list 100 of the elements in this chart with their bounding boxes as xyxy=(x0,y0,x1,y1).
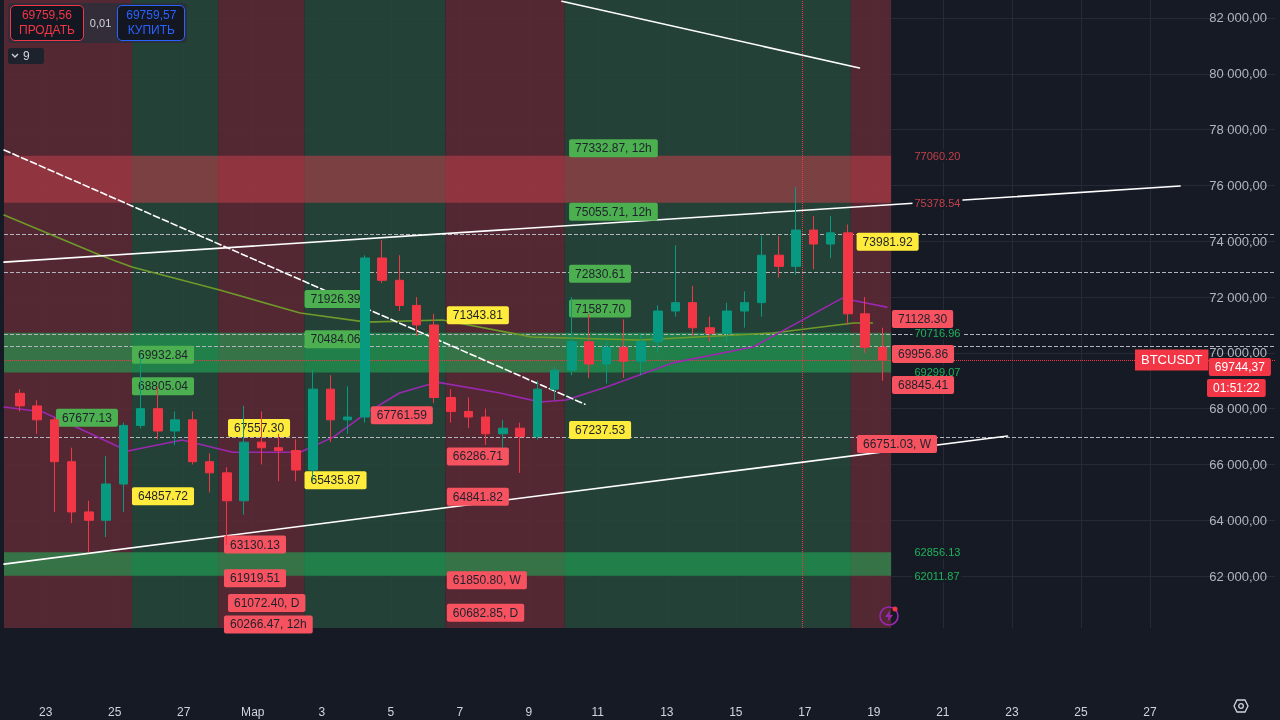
candlestick xyxy=(757,235,766,318)
y-tick-label: 82 000,00 xyxy=(1209,10,1267,26)
annotation: 60266.47, 12h xyxy=(229,617,307,632)
annotation: 67237.53 xyxy=(575,422,626,437)
annotation: 0,01 xyxy=(89,17,112,29)
y-tick-label: 80 000,00 xyxy=(1209,66,1267,82)
annotation: 67677.13 xyxy=(61,410,113,425)
y-tick-label: 62 000,00 xyxy=(1209,568,1267,584)
annotation: 71128.30 xyxy=(898,312,948,326)
candlestick xyxy=(550,366,559,401)
annotation: 62856.13 xyxy=(914,546,961,559)
candlestick xyxy=(533,380,542,440)
candlestick xyxy=(774,235,784,279)
candlestick xyxy=(32,399,42,435)
candlestick xyxy=(636,332,646,376)
candlestick xyxy=(101,455,111,538)
candlestick xyxy=(809,215,818,270)
annotation: 71587.70 xyxy=(575,301,626,316)
candlestick xyxy=(498,419,508,449)
candlestick xyxy=(705,316,715,343)
y-tick-label: 78 000,00 xyxy=(1209,122,1267,138)
annotation: 66286.71 xyxy=(452,449,504,464)
candlestick xyxy=(188,410,197,465)
x-tick-label: 15 xyxy=(729,705,743,719)
annotation: 71343.81 xyxy=(452,308,504,323)
candlestick xyxy=(119,422,128,513)
annotation: 69759,57 xyxy=(126,8,177,23)
annotation: КУПИТЬ xyxy=(126,23,176,38)
annotation: 75378.54 xyxy=(914,196,961,209)
x-tick-label: 21 xyxy=(936,705,950,719)
x-tick-label: 27 xyxy=(1143,705,1157,719)
annotation: 62011.87 xyxy=(914,569,960,582)
ref-line-label: BTCUSDT xyxy=(1141,352,1203,368)
y-tick-label: 70 000,00 xyxy=(1209,345,1267,361)
annotation: 70716.96 xyxy=(914,326,961,339)
annotation: 68805.04 xyxy=(137,379,189,394)
annotation: 60682.85, D xyxy=(452,605,519,620)
candlestick xyxy=(360,254,370,424)
annotation: 69299.07 xyxy=(914,366,961,379)
y-tick-label: 72 000,00 xyxy=(1209,289,1267,305)
x-tick-label: 7 xyxy=(456,705,464,719)
candlestick xyxy=(412,296,421,337)
y-tick-label: 66 000,00 xyxy=(1209,456,1267,472)
annotation: 69932.84 xyxy=(137,347,189,362)
annotation: 69744,37 xyxy=(1214,359,1266,374)
candlestick xyxy=(326,374,335,443)
annotation: 69956.86 xyxy=(898,347,949,361)
x-tick-label: 25 xyxy=(108,705,122,719)
y-tick-label: 74 000,00 xyxy=(1209,233,1267,249)
candlestick xyxy=(481,408,490,446)
x-tick-label: 5 xyxy=(387,705,395,719)
annotation: 65435.87 xyxy=(310,473,361,488)
candlestick xyxy=(205,452,214,493)
candlestick xyxy=(671,244,680,318)
candlestick xyxy=(446,388,456,424)
x-tick-label: Мар xyxy=(240,705,265,719)
candlestick xyxy=(515,422,525,474)
annotation: 77060.20 xyxy=(914,149,961,162)
x-tick-label: 19 xyxy=(867,705,881,719)
y-tick-label: 64 000,00 xyxy=(1209,512,1267,528)
y-tick-label: 68 000,00 xyxy=(1209,401,1267,417)
annotation: 67761.59 xyxy=(376,408,428,423)
annotation: 71926.39 xyxy=(310,292,361,307)
annotation: 69759,56 xyxy=(20,8,73,23)
candlestick xyxy=(791,186,801,276)
candlestick xyxy=(84,500,94,553)
candlestick xyxy=(395,254,404,312)
annotation: 61919.51 xyxy=(229,571,281,586)
candlestick xyxy=(740,290,749,329)
candlestick xyxy=(843,224,853,326)
x-tick-label: 17 xyxy=(798,705,812,719)
candlestick xyxy=(602,341,611,385)
annotation: 68845.41 xyxy=(898,378,949,392)
candlestick xyxy=(222,466,232,546)
x-tick-label: 25 xyxy=(1074,705,1088,719)
candlestick xyxy=(464,397,473,429)
candlestick xyxy=(688,285,697,337)
annotation: ПРОДАТЬ xyxy=(19,23,75,38)
annotation: 70484.06 xyxy=(310,332,361,347)
candlestick xyxy=(860,296,870,354)
x-tick-label: 11 xyxy=(591,705,605,719)
annotation: 61072.40, D xyxy=(234,596,300,610)
candlestick xyxy=(50,416,59,513)
annotation: 9 xyxy=(23,49,30,63)
candlestick xyxy=(377,239,387,284)
x-tick-label: 3 xyxy=(318,705,326,719)
annotation: 64857.72 xyxy=(137,489,189,504)
annotation: 72830.61 xyxy=(575,266,626,281)
annotation: 61850.80, W xyxy=(452,573,522,588)
candlestick xyxy=(291,438,301,482)
annotation: 64841.82 xyxy=(452,489,504,504)
x-tick-label: 23 xyxy=(1005,705,1019,719)
annotation: 77332.87, 12h xyxy=(575,141,652,156)
candlestick xyxy=(653,304,663,354)
candlestick xyxy=(15,388,25,412)
x-tick-label: 9 xyxy=(525,705,533,719)
y-tick-label: 76 000,00 xyxy=(1209,177,1267,193)
annotation: 63130.13 xyxy=(229,537,281,552)
annotation: 66751.03, W xyxy=(863,437,932,451)
x-tick-label: 27 xyxy=(177,705,191,719)
